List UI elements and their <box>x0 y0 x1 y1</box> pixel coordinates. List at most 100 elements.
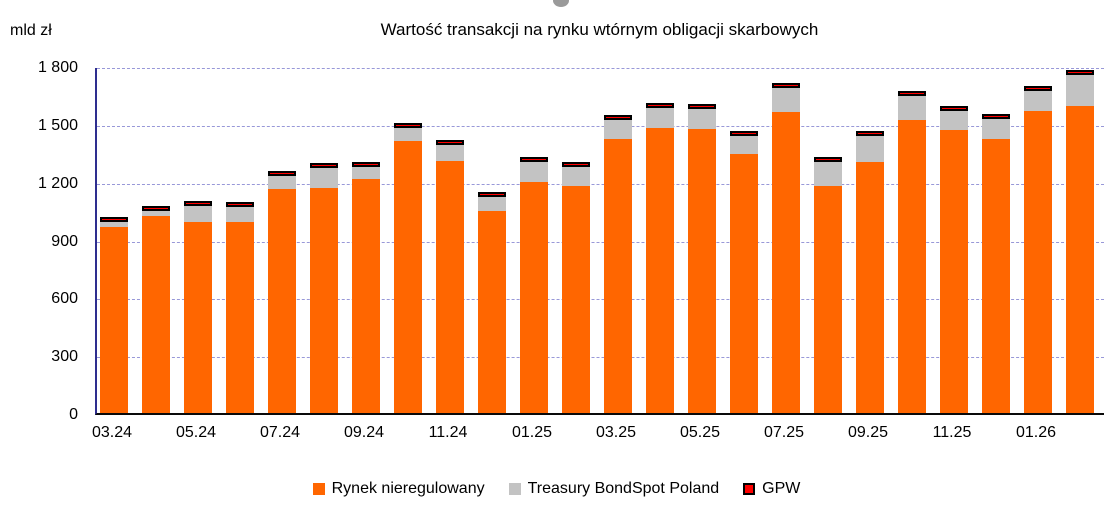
bar-segment-gpw <box>100 217 128 223</box>
bar-segment-gpw <box>520 157 548 163</box>
x-tick-label-03.25: 03.25 <box>595 424 637 441</box>
bar-segment-gpw <box>814 157 842 163</box>
bar-12.24 <box>478 192 506 413</box>
cropped-dot-decoration <box>553 0 569 7</box>
bar-segment-treasury-bondspot-poland <box>562 167 590 186</box>
bar-07.24 <box>268 170 296 413</box>
legend-swatch-icon <box>508 483 521 495</box>
bar-segment-gpw <box>688 104 716 110</box>
bar-02.25 <box>562 162 590 413</box>
bar-segment-rynek-nieregulowany <box>520 181 548 413</box>
bar-segment-rynek-nieregulowany <box>142 216 170 413</box>
bar-segment-rynek-nieregulowany <box>688 128 716 413</box>
bar-segment-rynek-nieregulowany <box>268 189 296 413</box>
bar-09.25 <box>856 131 884 413</box>
bar-segment-gpw <box>940 106 968 112</box>
x-tick-label-07.25: 07.25 <box>763 424 805 441</box>
bar-segment-gpw <box>856 131 884 137</box>
y-axis-unit-label: mld zł <box>10 22 52 39</box>
bar-segment-gpw <box>562 162 590 168</box>
bar-segment-rynek-nieregulowany <box>310 187 338 413</box>
gridline-1800 <box>97 68 1104 69</box>
bar-01.25 <box>520 157 548 413</box>
bar-segment-treasury-bondspot-poland <box>394 127 422 142</box>
bar-segment-gpw <box>1066 69 1094 75</box>
bar-11.24 <box>436 140 464 413</box>
chart-title: Wartość transakcji na rynku wtórnym obli… <box>380 20 819 39</box>
bar-segment-rynek-nieregulowany <box>226 222 254 413</box>
bar-segment-rynek-nieregulowany <box>394 141 422 413</box>
bar-segment-rynek-nieregulowany <box>1024 111 1052 413</box>
bar-04.25 <box>646 103 674 413</box>
bar-segment-gpw <box>268 170 296 176</box>
bar-segment-rynek-nieregulowany <box>646 127 674 413</box>
legend-swatch-icon <box>312 483 325 495</box>
bar-segment-rynek-nieregulowany <box>982 139 1010 413</box>
bar-12.25 <box>982 114 1010 413</box>
y-tick-label-600: 600 <box>51 290 78 308</box>
legend: Rynek nieregulowany Treasury BondSpot Pol… <box>0 480 1113 498</box>
bar-segment-gpw <box>730 131 758 137</box>
y-tick-label-900: 900 <box>51 232 78 250</box>
bar-segment-treasury-bondspot-poland <box>226 206 254 223</box>
bar-segment-treasury-bondspot-poland <box>520 162 548 182</box>
bar-segment-gpw <box>478 192 506 198</box>
bar-segment-rynek-nieregulowany <box>730 153 758 413</box>
bar-segment-treasury-bondspot-poland <box>436 145 464 161</box>
bar-segment-gpw <box>898 90 926 96</box>
bar-segment-treasury-bondspot-poland <box>814 162 842 186</box>
bar-segment-treasury-bondspot-poland <box>772 88 800 113</box>
bar-segment-treasury-bondspot-poland <box>940 111 968 130</box>
bar-10.25 <box>898 90 926 413</box>
bar-05.25 <box>688 104 716 413</box>
gridline-300 <box>97 357 1104 359</box>
legend-item-rynek-nieregulowany: Rynek nieregulowany <box>312 480 485 498</box>
bar-segment-treasury-bondspot-poland <box>856 136 884 163</box>
y-tick-label-1800: 1 800 <box>37 59 78 76</box>
bar-10.24 <box>394 122 422 413</box>
y-tick-label-1200: 1 200 <box>37 174 78 192</box>
bar-segment-treasury-bondspot-poland <box>100 222 128 227</box>
bar-08.25 <box>814 157 842 413</box>
bar-segment-treasury-bondspot-poland <box>898 95 926 120</box>
bar-segment-gpw <box>982 114 1010 120</box>
bar-06.24 <box>226 201 254 413</box>
bar-segment-gpw <box>646 103 674 109</box>
bar-segment-rynek-nieregulowany <box>562 185 590 413</box>
x-tick-label-09.24: 09.24 <box>343 424 385 441</box>
bar-06.25 <box>730 131 758 413</box>
legend-swatch-icon <box>743 483 756 495</box>
bar-segment-treasury-bondspot-poland <box>184 205 212 223</box>
bar-segment-rynek-nieregulowany <box>352 178 380 413</box>
bar-segment-gpw <box>352 162 380 168</box>
gridline-600 <box>97 299 1104 301</box>
legend-label: Treasury BondSpot Poland <box>527 480 720 497</box>
bar-03.25 <box>604 115 632 413</box>
legend-item-gpw: GPW <box>743 480 800 498</box>
x-tick-label-07.24: 07.24 <box>259 424 301 441</box>
bar-segment-treasury-bondspot-poland <box>268 175 296 190</box>
bar-01.26 <box>1024 86 1052 413</box>
x-tick-label-05.25: 05.25 <box>679 424 721 441</box>
bar-segment-treasury-bondspot-poland <box>310 168 338 188</box>
bar-segment-gpw <box>394 122 422 128</box>
legend-item-treasury-bondspot-poland: Treasury BondSpot Poland <box>508 480 720 498</box>
bar-segment-gpw <box>604 115 632 121</box>
bar-segment-rynek-nieregulowany <box>814 185 842 413</box>
bar-segment-gpw <box>184 200 212 206</box>
bar-segment-gpw <box>1024 86 1052 92</box>
bar-segment-rynek-nieregulowany <box>436 160 464 413</box>
bar-segment-rynek-nieregulowany <box>940 129 968 413</box>
bar-segment-treasury-bondspot-poland <box>982 119 1010 140</box>
x-tick-label-11.25: 11.25 <box>932 424 972 441</box>
bar-07.25 <box>772 83 800 413</box>
gridline-1200 <box>97 183 1104 185</box>
bar-segment-treasury-bondspot-poland <box>646 108 674 128</box>
bar-08.24 <box>310 163 338 413</box>
bar-segment-rynek-nieregulowany <box>898 120 926 413</box>
bar-02.26 <box>1066 69 1094 413</box>
legend-label: Rynek nieregulowany <box>331 480 485 497</box>
x-tick-label-03.24: 03.24 <box>91 424 133 441</box>
bar-segment-treasury-bondspot-poland <box>604 120 632 140</box>
x-tick-label-01.25: 01.25 <box>511 424 553 441</box>
